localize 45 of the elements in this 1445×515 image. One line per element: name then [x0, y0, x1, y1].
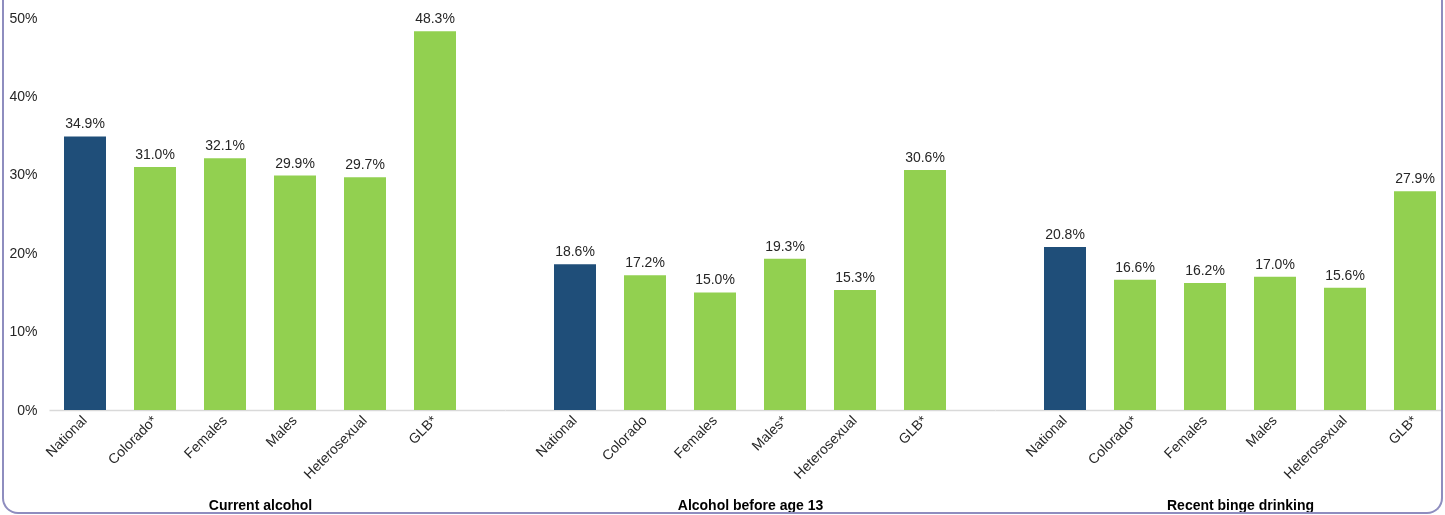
data-label: 31.0% — [135, 145, 175, 162]
bar — [204, 158, 246, 410]
data-label: 29.9% — [275, 154, 315, 171]
bar — [764, 258, 806, 410]
bar — [904, 170, 946, 410]
bar — [1254, 276, 1296, 410]
bar — [64, 136, 106, 410]
bar — [134, 166, 176, 410]
y-tick-label: 20% — [9, 244, 38, 261]
bar — [624, 275, 666, 410]
bar — [554, 264, 596, 410]
x-axis-title: Recent binge drinking — [1166, 496, 1315, 513]
bar — [414, 31, 456, 410]
data-label: 15.0% — [695, 271, 735, 288]
data-label: 18.6% — [555, 243, 595, 260]
bar — [834, 290, 876, 410]
data-label: 34.9% — [65, 115, 105, 132]
data-label: 30.6% — [905, 149, 945, 166]
data-label: 15.3% — [835, 269, 875, 286]
y-tick-label: 10% — [9, 323, 38, 340]
data-label: 19.3% — [765, 237, 805, 254]
bar — [1044, 246, 1086, 410]
bar — [344, 177, 386, 410]
data-label: 29.7% — [345, 156, 385, 173]
bar — [274, 175, 316, 410]
data-label: 17.0% — [1255, 255, 1295, 272]
y-tick-label: 40% — [9, 87, 38, 104]
data-label: 48.3% — [415, 10, 455, 27]
data-label: 17.2% — [625, 254, 665, 271]
bar — [1324, 287, 1366, 410]
data-label: 15.6% — [1325, 266, 1365, 283]
y-tick-label: 30% — [9, 166, 38, 183]
bar — [694, 292, 736, 410]
data-label: 16.2% — [1185, 261, 1225, 278]
data-label: 16.6% — [1115, 258, 1155, 275]
y-tick-label: 50% — [9, 9, 38, 26]
x-axis-title: Current alcohol — [208, 496, 313, 513]
bar — [1184, 282, 1226, 410]
bar — [1114, 279, 1156, 410]
data-label: 32.1% — [205, 137, 245, 154]
x-axis-title: Alcohol before age 13 — [677, 496, 824, 513]
y-tick-label: 0% — [17, 401, 38, 418]
data-label: 27.9% — [1395, 170, 1435, 187]
data-label: 20.8% — [1045, 225, 1085, 242]
bar — [1394, 191, 1436, 410]
